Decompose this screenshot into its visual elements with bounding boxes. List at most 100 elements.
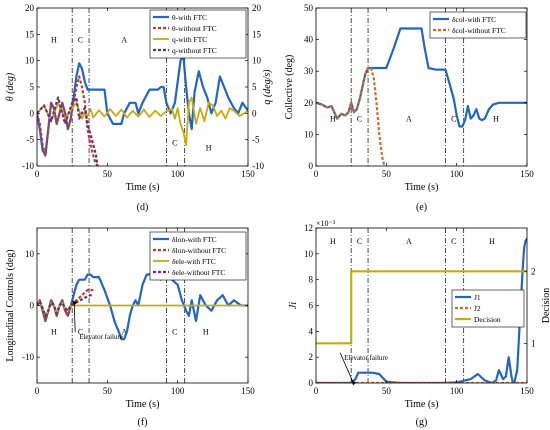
panel-label: (g) — [416, 417, 428, 428]
phase-label: C — [357, 115, 362, 124]
legend-label: q-with FTC — [172, 35, 207, 44]
series-line-1 — [316, 237, 527, 383]
legend-label: δlon-with FTC — [172, 235, 217, 244]
annotation-text: Elevator failure — [344, 354, 388, 362]
legend-label: δlon-without FTC — [172, 246, 226, 255]
phase-label: H — [489, 237, 495, 246]
phase-label: H — [493, 115, 499, 124]
series-group — [316, 237, 527, 383]
annotation-arrow — [73, 302, 76, 333]
phase-label: C — [172, 327, 177, 336]
x-tick-label: 100 — [450, 386, 464, 396]
y-tick-label: 10 — [304, 249, 314, 259]
panel-label: (f) — [138, 417, 148, 428]
series-line-4 — [37, 96, 99, 166]
phase-label: H — [330, 115, 336, 124]
y-axis-right-label: Decision — [541, 288, 550, 324]
panel-label: (e) — [416, 202, 427, 213]
phase-label: H — [51, 327, 57, 336]
annotation-arrowhead — [351, 380, 357, 386]
x-tick-label: 150 — [241, 169, 255, 179]
y-tick-label: 10 — [25, 56, 35, 66]
y-tick-label: 20 — [304, 98, 314, 108]
y-tick-label: -10 — [22, 352, 34, 362]
x-axis-label: Time (s) — [405, 399, 439, 410]
legend-label: δcol-with FTC — [452, 15, 496, 24]
phase-label: H — [206, 144, 212, 153]
y-tick-label: 8 — [309, 275, 314, 285]
y-tick-label: 30 — [304, 66, 314, 76]
y-tick-label: 10 — [25, 249, 35, 259]
x-tick-label: 150 — [520, 169, 534, 179]
series-line-1 — [37, 54, 248, 157]
legend-box — [429, 11, 527, 39]
annotation-arrow — [339, 352, 354, 383]
y-axis-label: θ (deg) — [5, 72, 16, 101]
series-line-4 — [37, 294, 94, 317]
phase-label: C — [451, 115, 456, 124]
legend-label: δcol-without FTC — [452, 26, 506, 35]
y-tick-label: 10 — [304, 129, 314, 139]
phase-label: C — [172, 138, 177, 147]
y-tick-right-label: 5 — [252, 82, 257, 92]
y-tick-label: 5 — [30, 82, 35, 92]
phase-label: H — [203, 327, 209, 336]
y-axis-label: Collective (deg) — [284, 55, 295, 120]
y-tick-label: 2 — [309, 352, 314, 362]
x-tick-label: 0 — [35, 169, 40, 179]
y-tick-right-label: 15 — [252, 29, 262, 39]
y-tick-label: -5 — [27, 135, 35, 145]
y-tick-label: 0 — [309, 161, 314, 171]
x-tick-label: 150 — [241, 386, 255, 396]
legend-label: q-without FTC — [172, 46, 217, 55]
phase-label: A — [121, 36, 127, 45]
series-line-2 — [37, 75, 99, 166]
legend-label: θ-without FTC — [172, 24, 217, 33]
y-tick-label: 15 — [25, 29, 35, 39]
legend-label: J1 — [474, 293, 481, 302]
y-tick-right-label: 0 — [252, 108, 257, 118]
legend-label: J2 — [474, 304, 481, 313]
y-axis-label: Ji — [288, 302, 299, 309]
y-tick-label: 0 — [30, 301, 35, 311]
phase-label: A — [406, 237, 412, 246]
x-tick-label: 50 — [103, 169, 113, 179]
phase-label: C — [78, 327, 83, 336]
y-tick-label: 0 — [30, 108, 35, 118]
x-tick-label: 0 — [35, 386, 40, 396]
series-line-3 — [316, 270, 527, 345]
y-axis-right-label: q (deg/s) — [262, 69, 273, 105]
y-tick-label: -10 — [22, 161, 34, 171]
x-axis-label: Time (s) — [126, 182, 160, 193]
x-tick-label: 50 — [382, 169, 392, 179]
phase-label: C — [357, 237, 362, 246]
y-tick-label: 50 — [304, 3, 314, 13]
panel-f: H C A C H 0 50 100 150 -10 0 10 Time (s) Longitudinal… — [5, 227, 255, 428]
y-tick-right-label: 1 — [531, 338, 536, 348]
legend-label: δele-without FTC — [172, 268, 225, 277]
series-group — [37, 54, 248, 166]
x-tick-label: 150 — [520, 386, 534, 396]
x-tick-label: 100 — [450, 169, 464, 179]
y-tick-right-label: 2 — [531, 266, 536, 276]
x-axis-label: Time (s) — [405, 182, 439, 193]
plot-frame — [315, 7, 528, 167]
legend-label: θ-with FTC — [172, 13, 207, 22]
annotation-text: Elevator failure — [79, 333, 123, 341]
phase-label: A — [121, 327, 127, 336]
x-tick-label: 0 — [314, 386, 319, 396]
series-line-2 — [37, 288, 94, 323]
y-tick-label: 4 — [309, 326, 314, 336]
series-group — [316, 27, 527, 166]
series-group — [37, 268, 248, 341]
y-exponent-label: ×10⁻³ — [316, 219, 336, 228]
y-tick-label: 20 — [25, 3, 35, 13]
panel-e: H C A C H 0 50 100 150 0 10 20 30 40 50 Time (s) Collect… — [284, 3, 534, 213]
phase-label: C — [451, 237, 456, 246]
y-tick-right-label: 10 — [252, 56, 262, 66]
phase-label: A — [406, 115, 412, 124]
x-axis-label: Time (s) — [126, 399, 160, 410]
